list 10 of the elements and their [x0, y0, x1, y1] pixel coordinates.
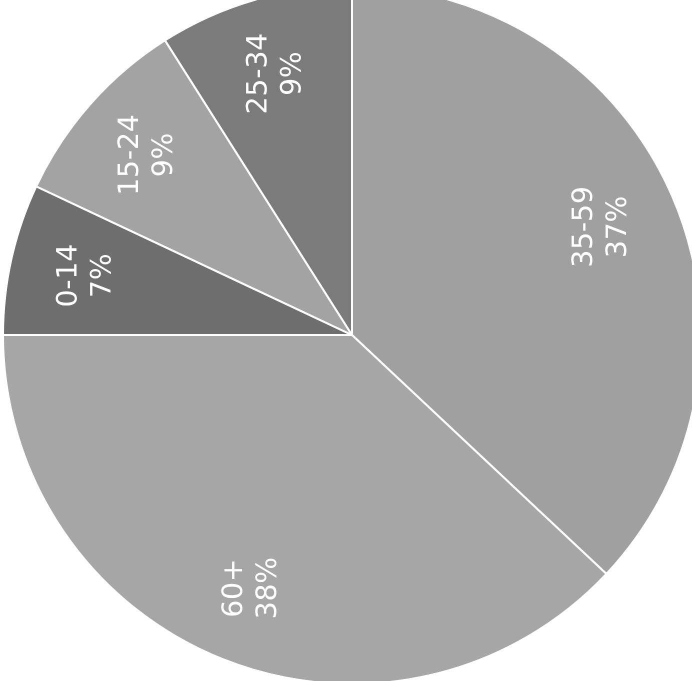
data-label: 38% [250, 556, 284, 620]
slice-label: 60+ [216, 558, 250, 618]
data-label: 9% [146, 132, 180, 178]
data-label: 7% [84, 253, 118, 298]
slice-label: 0-14 [50, 244, 84, 308]
slice-label: 25-34 [240, 32, 274, 114]
data-label: 37% [600, 196, 634, 258]
slice-label: 35-59 [566, 186, 600, 268]
slice-label: 15-24 [112, 114, 146, 196]
data-label: 9% [274, 51, 308, 96]
